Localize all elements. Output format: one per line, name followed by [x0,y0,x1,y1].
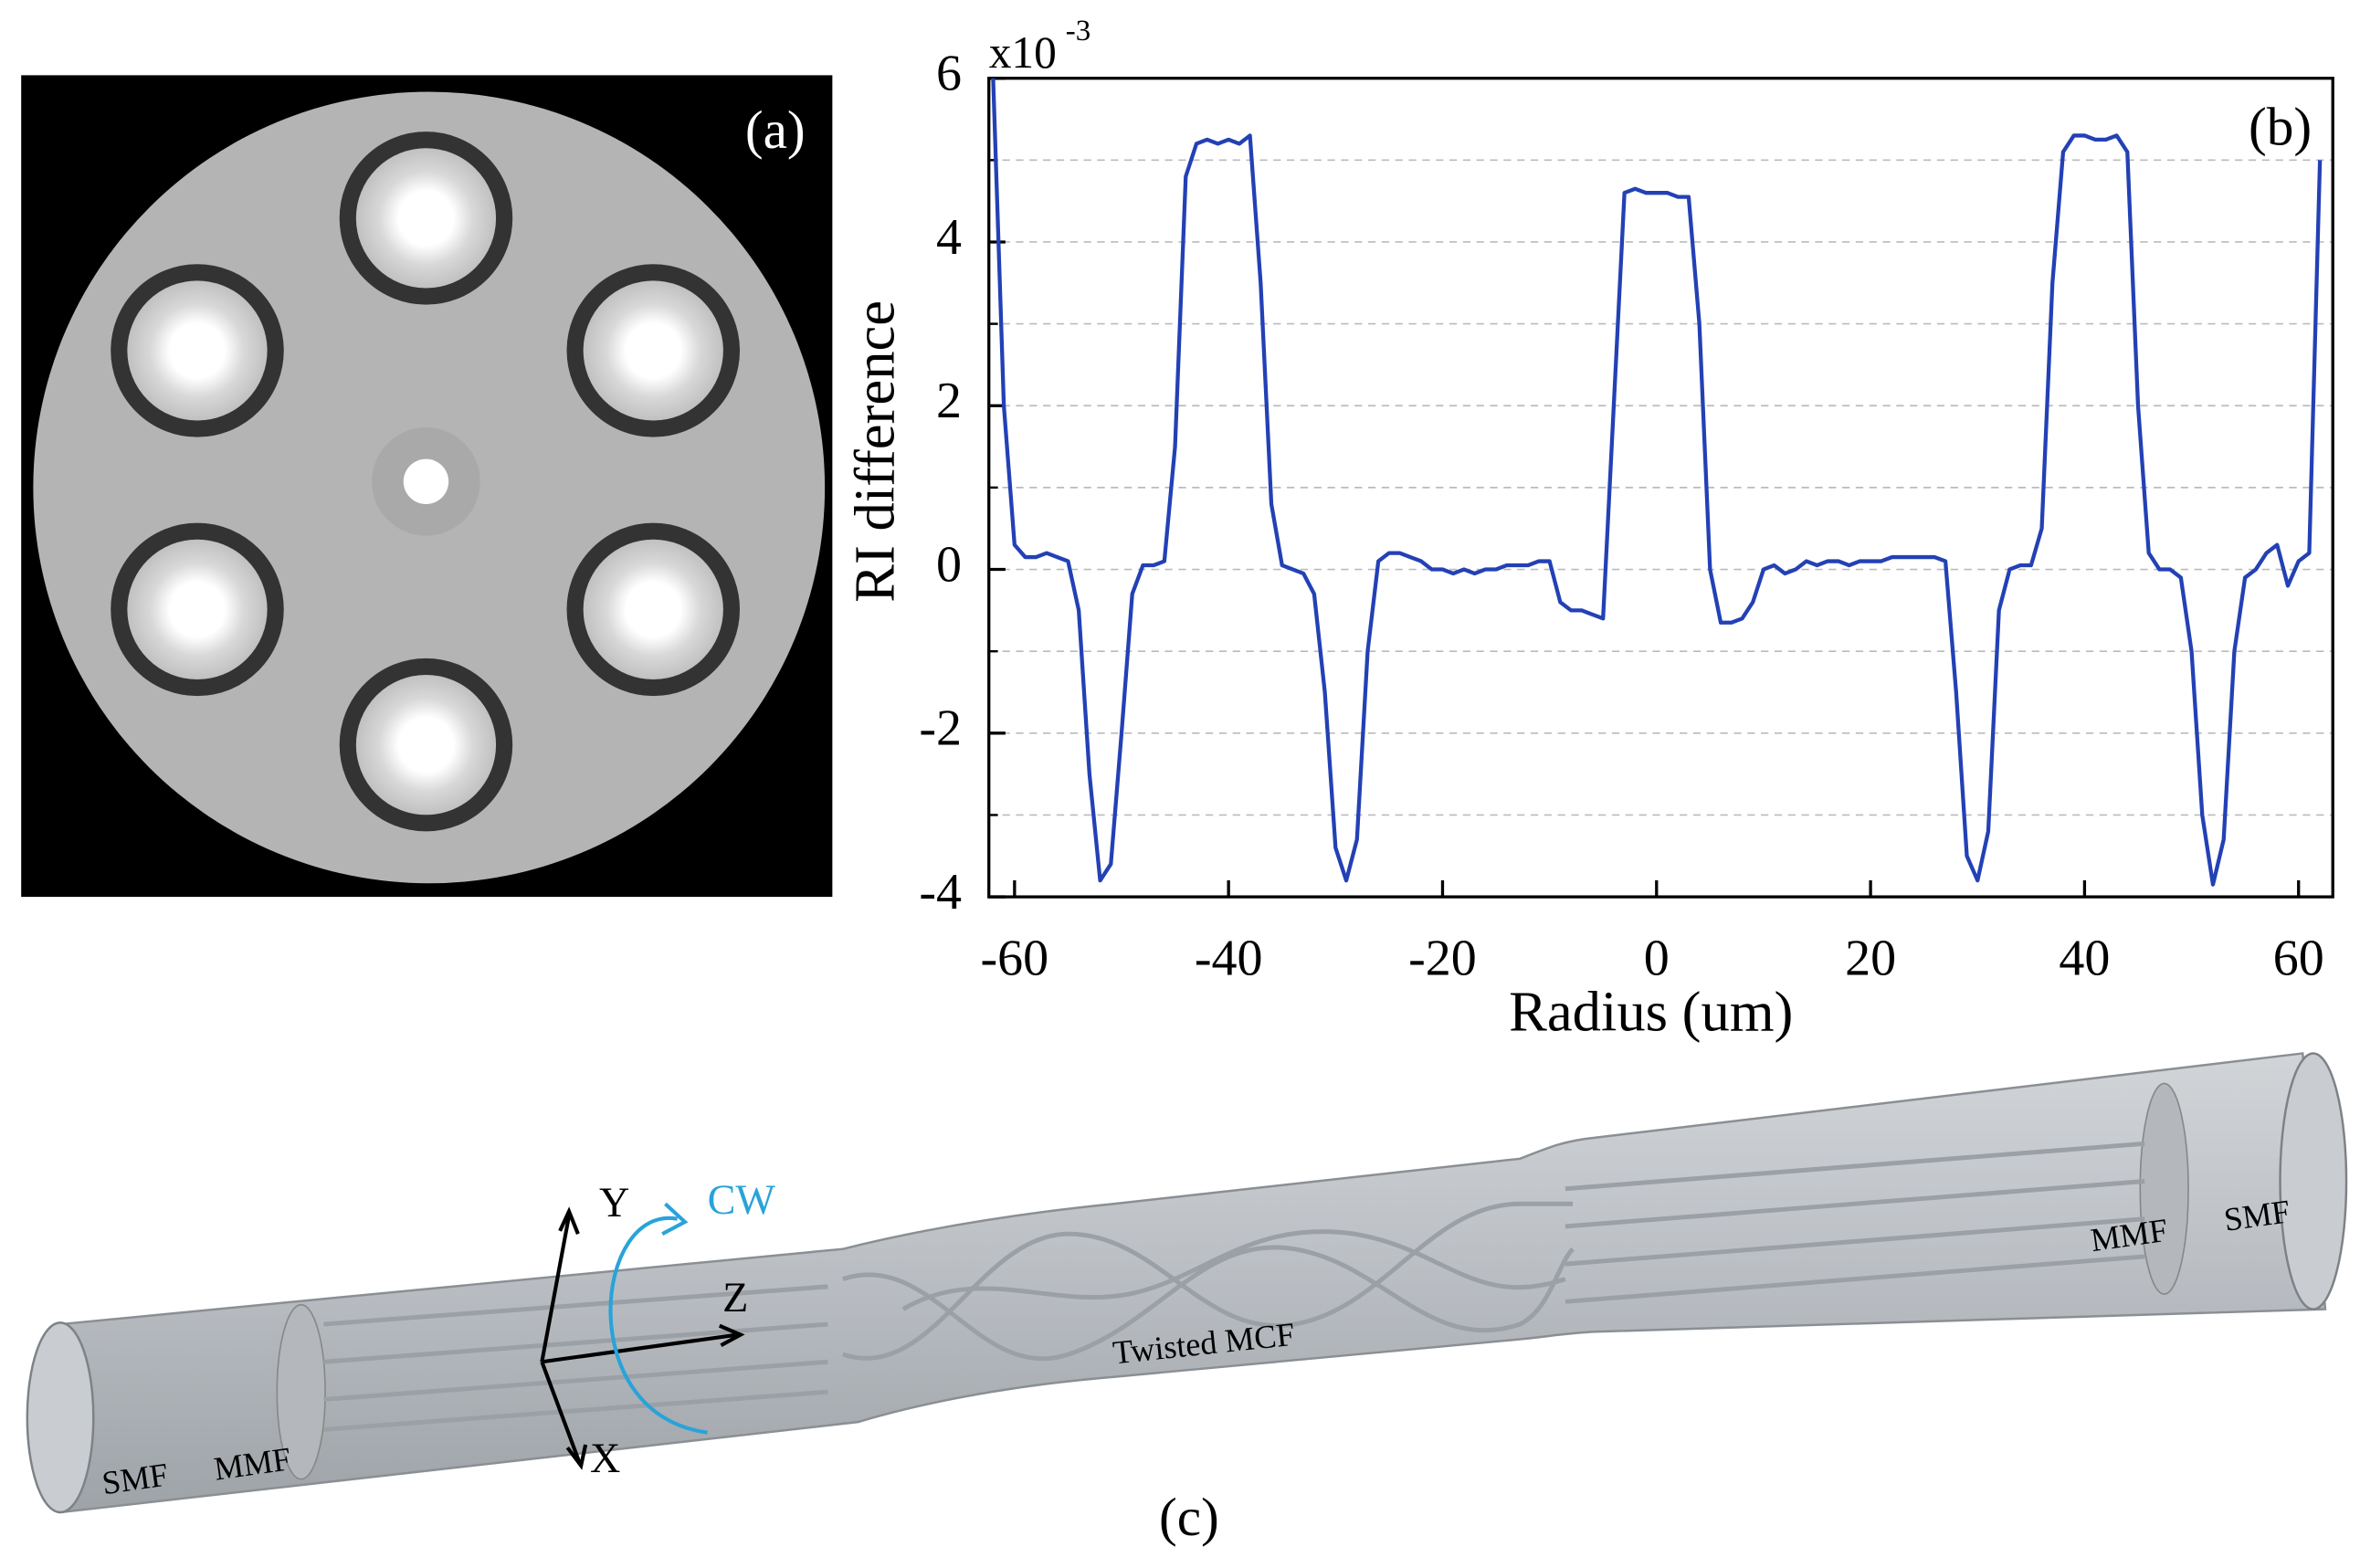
center-core [403,458,449,505]
x-axis-label: Radius (um) [1509,979,1793,1043]
fiber-end [2279,1052,2348,1310]
fiber-end [26,1321,95,1514]
core [111,522,284,697]
panel-b: (b) RI difference Radius (um) x10 -3 -4-… [842,15,2334,1043]
y-tick-label: -2 [919,700,962,757]
y-tick-label: -4 [919,864,962,921]
panel-label: (b) [2249,97,2312,157]
z-arrow [542,1323,745,1364]
panel-label: (a) [745,100,806,160]
straight-cores [1565,1141,2145,1304]
x-tick-label: -20 [1408,930,1477,986]
core [339,132,513,305]
rotation-label: CW [708,1176,776,1223]
fiber-label: SMF [2222,1193,2292,1238]
y-tick-label: 2 [936,373,962,429]
twisted-core [901,1229,1566,1311]
y-axis-label: RI difference [842,300,906,603]
x-tick-label: 60 [2273,930,2324,986]
core [566,264,741,437]
mmf-face [2139,1082,2189,1295]
mmf-face [276,1303,326,1480]
core [566,522,741,697]
straight-cores [323,1284,828,1432]
panel-a: (a) [21,75,833,898]
core [339,658,513,832]
y-tick-label: 4 [936,209,962,266]
cores-lines [323,1141,2145,1432]
x-arrow [540,1361,588,1470]
x-tick-label: -40 [1195,930,1263,986]
panel-c: Y CW Z X Twisted MCF SMF MMF MMF SMF (c) [26,1052,2348,1547]
y-multiplier: x10 [989,27,1057,78]
fiber-label: SMF [100,1457,170,1502]
x-tick-label: 40 [2059,930,2110,986]
fiber-body [58,1052,2327,1514]
x-tick-label: -60 [981,930,1049,986]
plot-frame [987,77,2334,899]
x-tick-label: 0 [1644,930,1670,986]
y-tick-label: 6 [936,46,962,102]
axis-label: Y [599,1179,629,1226]
y-arrow [540,1206,580,1363]
x-tick-label: 20 [1845,930,1896,986]
axis-label: Z [722,1274,748,1321]
core [111,264,284,437]
y-tick-label: 0 [936,536,962,593]
twisted-core [842,1245,1575,1362]
data-line [991,78,2323,887]
cores [111,132,741,832]
panel-label: (c) [1159,1487,1219,1547]
axis-label: X [590,1435,620,1481]
y-exponent: -3 [1066,15,1090,47]
coordinate-axes [540,1206,745,1470]
cw-arrow [608,1202,708,1435]
